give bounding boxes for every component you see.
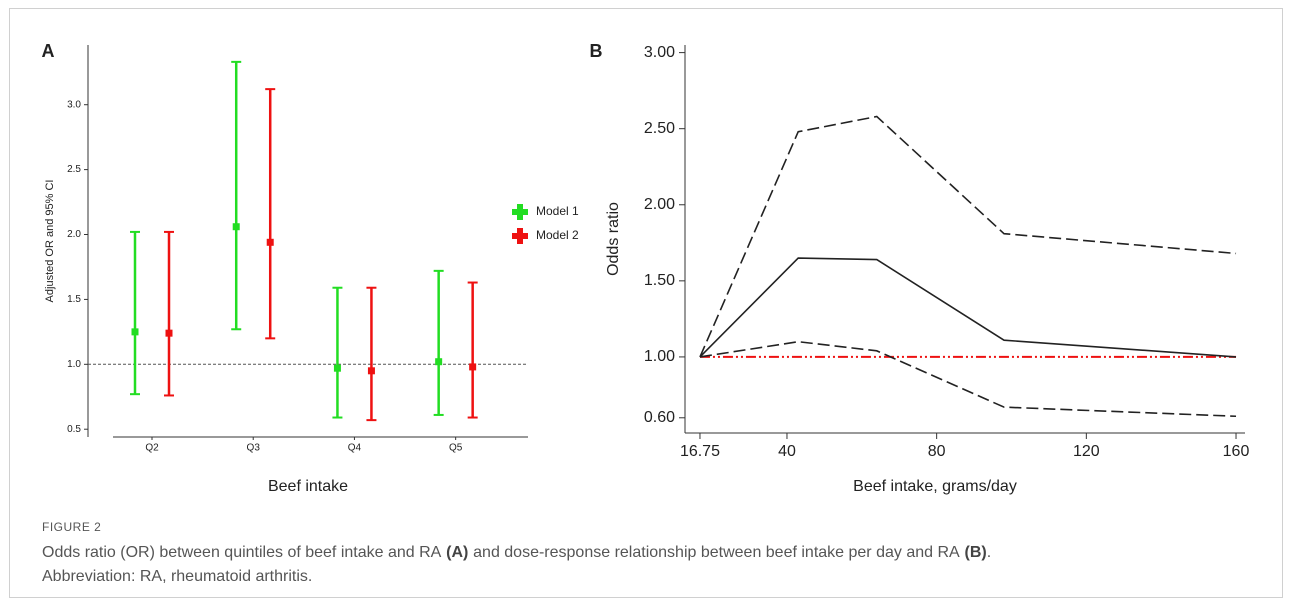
x-tick-label: 80 [928, 443, 946, 460]
y-tick-label: 2.5 [67, 164, 81, 175]
x-tick-label: Q2 [145, 443, 159, 454]
y-tick-label: 2.00 [644, 196, 675, 213]
y-tick-label: 2.0 [67, 229, 81, 240]
caption-text: Odds ratio (OR) between quintiles of bee… [42, 544, 442, 561]
caption-text: . [986, 544, 992, 561]
y-tick-label: 0.60 [644, 409, 675, 426]
y-tick-label: 0.5 [67, 424, 81, 435]
x-axis-title: Beef intake, grams/day [853, 478, 1017, 495]
x-tick-label: 40 [778, 443, 796, 460]
point [333, 364, 341, 372]
panel-label: A [42, 41, 55, 61]
y-tick-label: 1.0 [67, 359, 81, 370]
panel-label: B [590, 41, 603, 61]
point [266, 238, 274, 246]
point [435, 358, 443, 366]
caption-text: and dose-response relationship between b… [473, 544, 960, 561]
x-tick-label: Q4 [348, 443, 362, 454]
y-tick-label: 1.50 [644, 272, 675, 289]
point [367, 367, 375, 375]
caption-ref: (B) [964, 544, 987, 561]
y-tick-label: 1.5 [67, 294, 81, 305]
line [699, 340, 1237, 418]
figure: A 0.5 1.0 1.5 2.0 2.5 3.0 Q2 Q3 Q4 Q5 Beef intake Ad… [42, 41, 1250, 495]
caption: Odds ratio (OR) between quintiles of bee… [42, 541, 1262, 589]
legend-marker [512, 228, 528, 244]
x-tick-label: Q3 [247, 443, 261, 454]
legend-label: Model 2 [536, 228, 579, 242]
figure-frame [9, 8, 1283, 598]
point [469, 363, 477, 371]
line [699, 115, 1237, 358]
x-tick-label: 160 [1223, 443, 1250, 460]
y-axis-title: Adjusted OR and 95% CI [44, 180, 56, 303]
caption-text: Abbreviation: RA, rheumatoid arthritis. [42, 568, 313, 585]
x-axis-title: Beef intake [268, 478, 348, 495]
point [131, 328, 139, 336]
figure-label: FIGURE 2 [42, 520, 102, 534]
y-tick-label: 1.00 [644, 348, 675, 365]
x-tick-label: Q5 [449, 443, 463, 454]
y-axis-title: Odds ratio [605, 202, 622, 276]
point [232, 223, 240, 231]
x-tick-label: 16.75 [680, 443, 720, 460]
y-tick-label: 3.00 [644, 44, 675, 61]
legend-label: Model 1 [536, 204, 579, 218]
legend-marker [512, 204, 528, 220]
line [699, 257, 1237, 358]
caption-ref: (A) [446, 544, 469, 561]
point [165, 329, 173, 337]
x-tick-label: 120 [1073, 443, 1100, 460]
y-tick-label: 2.50 [644, 120, 675, 137]
y-tick-label: 3.0 [67, 99, 81, 110]
